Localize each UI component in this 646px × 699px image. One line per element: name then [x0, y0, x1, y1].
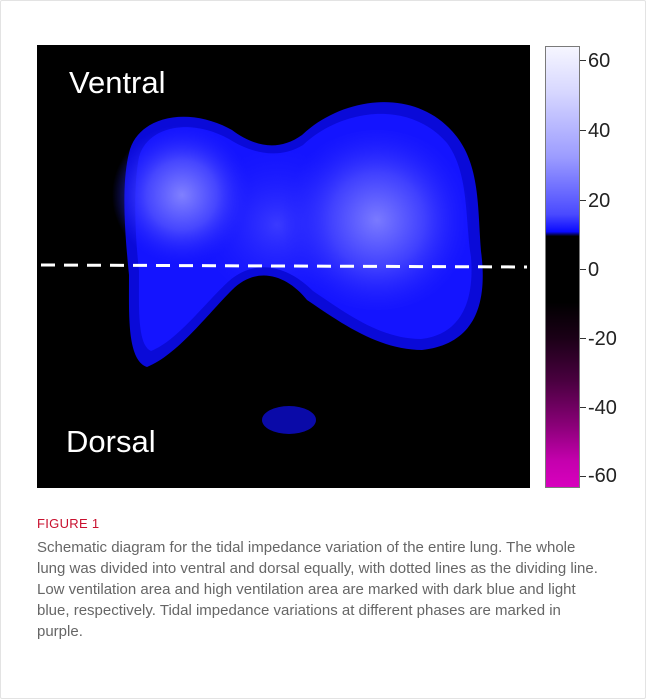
colorbar-tick [580, 269, 586, 270]
colorbar-tick-label: -60 [588, 465, 617, 487]
colorbar-tick-label: -20 [588, 328, 617, 350]
high-ventilation-left [110, 123, 254, 267]
dividing-line [40, 263, 528, 269]
caption-text: Schematic diagram for the tidal impedanc… [37, 539, 598, 640]
figure-number: FIGURE 1 [37, 516, 100, 531]
ventral-label: Ventral [69, 65, 166, 100]
colorbar-tick-label: 20 [588, 190, 611, 212]
colorbar-tick-label: -40 [588, 397, 617, 419]
colorbar-tick [580, 407, 586, 408]
colorbar-tick [580, 130, 586, 131]
dorsal-label: Dorsal [66, 424, 156, 459]
figure-caption: FIGURE 1 Schematic diagram for the tidal… [37, 516, 607, 642]
colorbar-tick-label: 40 [588, 120, 611, 142]
lung-impedance-image [40, 102, 528, 434]
impedance-map: Ventral Dorsal [37, 45, 530, 488]
high-ventilation-right [277, 130, 477, 310]
colorbar-tick [580, 200, 586, 201]
colorbar-tick [580, 60, 586, 61]
colorbar [545, 46, 580, 488]
colorbar-tick [580, 476, 586, 477]
dorsal-spot [262, 406, 316, 434]
colorbar-tick [580, 338, 586, 339]
colorbar-tick-label: 60 [588, 50, 611, 72]
colorbar-tick-label: 0 [588, 259, 600, 281]
